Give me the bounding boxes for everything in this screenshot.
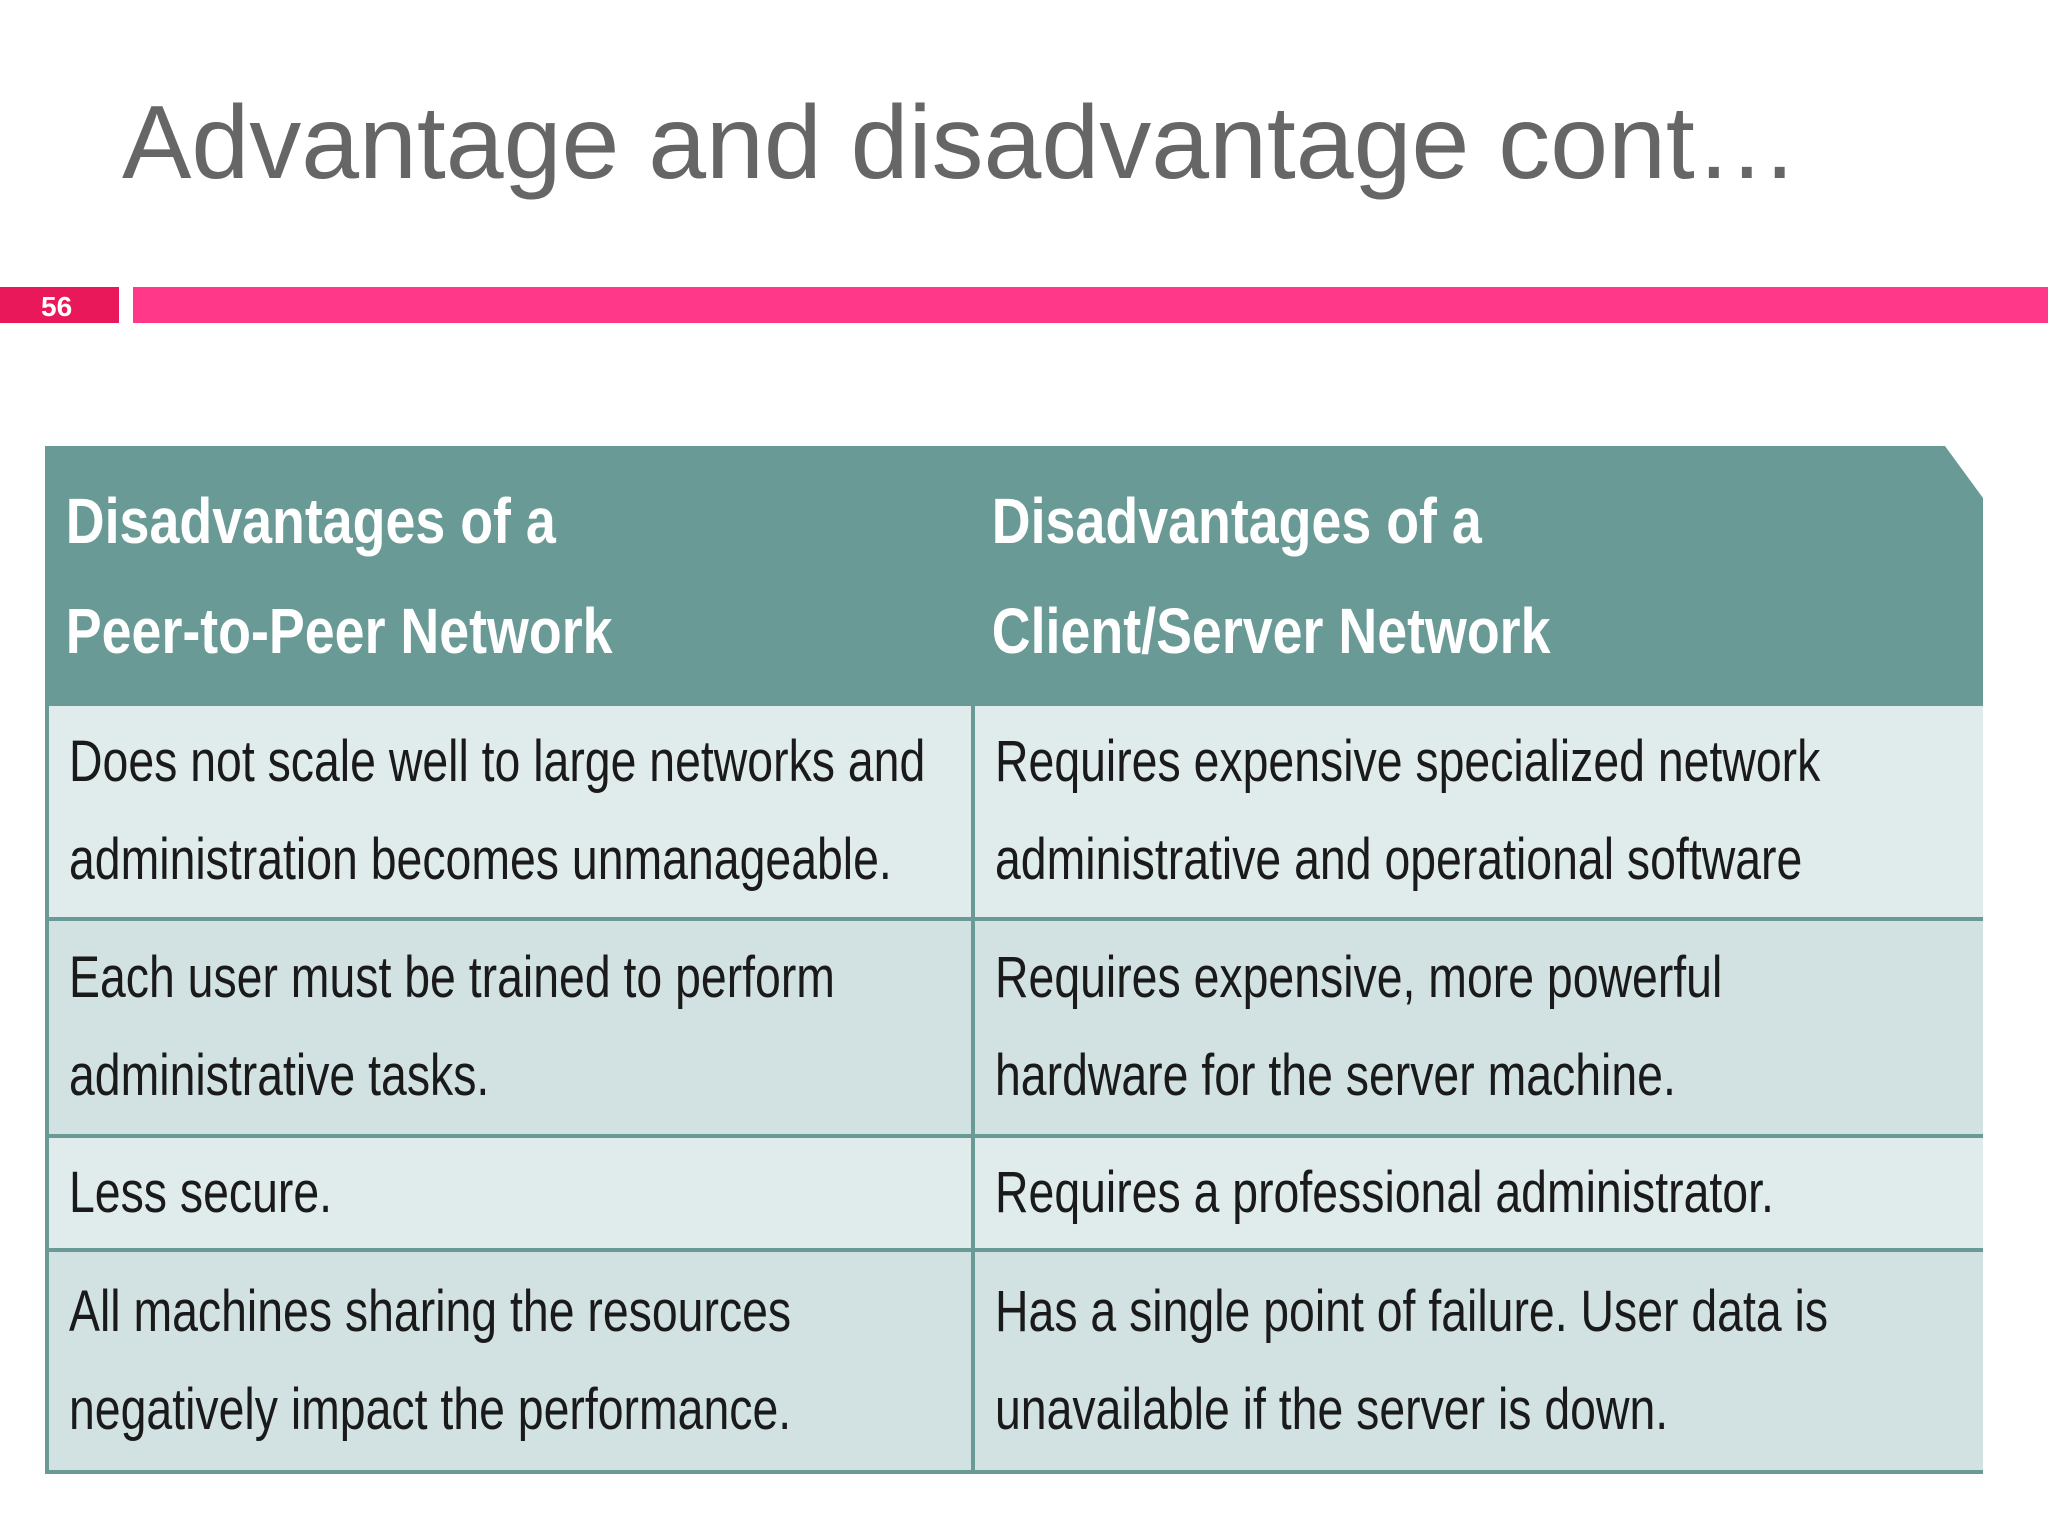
cell-text: Requires expensive, more powerful hardwa…	[995, 945, 1723, 1109]
table-cell: Does not scale well to large networks an…	[49, 706, 971, 917]
table-row: Less secure. Requires a professional adm…	[49, 1137, 1983, 1249]
table-header-row: Disadvantages of a Peer-to-Peer Network …	[49, 450, 1983, 702]
table-cell: Has a single point of failure. User data…	[975, 1252, 1983, 1470]
cell-text: Each user must be trained to perform adm…	[69, 945, 835, 1109]
table-cell: All machines sharing the resources negat…	[49, 1252, 971, 1470]
cell-text: Requires expensive specialized network a…	[995, 729, 1821, 893]
table-cell: Requires a professional administrator.	[975, 1137, 1983, 1249]
table-cell: Requires expensive, more powerful hardwa…	[975, 920, 1983, 1134]
cell-text: Less secure.	[69, 1159, 333, 1225]
table-cell: Less secure.	[49, 1137, 971, 1249]
slide-title: Advantage and disadvantage cont…	[122, 85, 1799, 201]
cell-text: All machines sharing the resources negat…	[69, 1279, 792, 1443]
accent-bar	[133, 287, 2048, 323]
header-client-server-label: Disadvantages of a Client/Server Network	[991, 485, 1551, 667]
table-row: Each user must be trained to perform adm…	[49, 920, 1983, 1134]
comparison-table-container: Disadvantages of a Peer-to-Peer Network …	[45, 446, 1983, 1474]
cell-text: Requires a professional administrator.	[995, 1159, 1774, 1225]
comparison-table: Disadvantages of a Peer-to-Peer Network …	[45, 446, 1983, 1474]
table-cell: Each user must be trained to perform adm…	[49, 920, 971, 1134]
table-row: Does not scale well to large networks an…	[49, 706, 1983, 917]
header-peer-to-peer-label: Disadvantages of a Peer-to-Peer Network	[65, 485, 613, 667]
table-row: All machines sharing the resources negat…	[49, 1252, 1983, 1470]
header-client-server: Disadvantages of a Client/Server Network	[975, 450, 1822, 702]
header-peer-to-peer: Disadvantages of a Peer-to-Peer Network	[49, 450, 824, 702]
cell-text: Has a single point of failure. User data…	[995, 1279, 1829, 1443]
slide-number-badge: 56	[0, 287, 119, 323]
cell-text: Does not scale well to large networks an…	[69, 729, 926, 893]
table-cell: Requires expensive specialized network a…	[975, 706, 1983, 917]
